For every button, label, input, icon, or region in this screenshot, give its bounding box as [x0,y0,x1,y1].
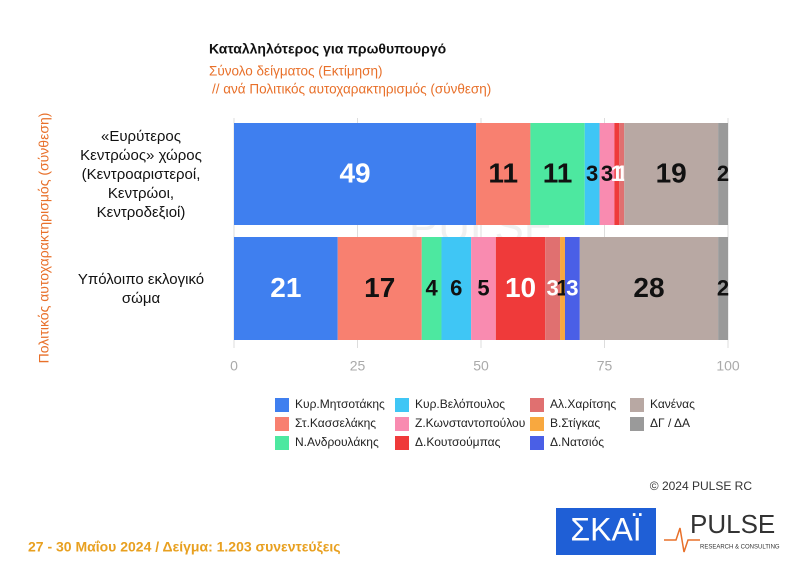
bar-segment [476,123,531,225]
bar-segment [495,237,546,340]
data-label: 49 [339,157,370,188]
data-label: 2 [717,275,729,300]
legend-label: Κανένας [650,397,695,411]
footer: 27 - 30 Μαΐου 2024 / Δείγμα: 1.203 συνεν… [28,539,341,555]
bar-segment [599,123,615,225]
logo-box [556,508,656,555]
legend-swatch [275,398,289,412]
legend-swatch [275,417,289,431]
bar-segment [624,123,719,225]
bar-segment [619,123,625,225]
category-label: «Ευρύτερος Κεντρώος» χώρος (Κεντροαριστε… [80,127,202,221]
data-label: 3 [601,161,613,186]
legend-swatch [275,436,289,450]
data-label: 19 [656,157,687,188]
data-label: 21 [270,272,301,303]
bar-segment [545,237,561,340]
legend-label: Αλ.Χαρίτσης [550,397,616,411]
legend-swatch [630,417,644,431]
data-label: 28 [633,272,664,303]
legend-label: Ζ.Κωνσταντοπούλου [415,416,525,430]
x-tick-label: 25 [350,358,366,374]
legend-label: Δ.Νατσιός [550,435,604,449]
bar-segment [337,237,422,340]
legend-label: Στ.Κασσελάκης [295,416,376,430]
x-tick-label: 100 [716,358,740,374]
legend-label: Β.Στίγκας [550,416,600,430]
data-label: 3 [566,275,578,300]
data-label: 3 [586,161,598,186]
category-label: Υπόλοιπο εκλογικό σώμα [77,270,205,307]
bar-segment [471,237,496,340]
legend-label: Ν.Ανδρουλάκης [295,435,379,449]
bar-segment [564,237,580,340]
data-label: 17 [364,272,395,303]
legend-swatch [395,398,409,412]
legend-label: Κυρ.Μητσοτάκης [295,397,385,411]
legend-swatch [530,417,544,431]
bar-segment [718,237,728,340]
bar-segment [234,123,477,225]
bar-segment [421,237,442,340]
data-label: 3 [547,275,559,300]
legend-label: Κυρ.Βελόπουλος [415,397,505,411]
data-label: 5 [477,275,489,300]
logo-skai: ΣΚΑΪ [570,511,641,547]
data-label: 4 [425,275,438,300]
bar-segment [718,123,728,225]
logo-pulse: PULSE [690,509,775,539]
legend-label: Δ.Κουτσούμπας [415,435,501,449]
data-label: 6 [450,275,462,300]
x-tick-label: 50 [473,358,489,374]
bar-segment [614,123,620,225]
legend-swatch [395,417,409,431]
copyright: © 2024 PULSE RC [650,479,753,493]
bar-segment [234,237,338,340]
legend-swatch [630,398,644,412]
bar-segment [584,123,600,225]
data-label: 11 [488,157,518,188]
legend-swatch [395,436,409,450]
data-label: 10 [505,272,536,303]
y-axis-label: Πολιτικός αυτοχαρακτηρισμός (σύνθεση) [36,113,52,364]
legend-swatch [530,436,544,450]
data-label: 11 [543,157,573,188]
x-tick-label: 0 [230,358,238,374]
chart-title: Καταλληλότερος για πρωθυπουργό [209,41,446,57]
data-label: 2 [717,161,729,186]
bar-segment [530,123,585,225]
subtitle: // ανά Πολιτικός αυτοχαρακτηρισμός (σύνθ… [212,82,491,97]
x-tick-label: 75 [597,358,613,374]
bar-segment [560,237,565,340]
bar-segment [579,237,719,340]
legend-label: ΔΓ / ΔΑ [650,416,690,430]
subtitle: Σύνολο δείγματος (Εκτίμηση) [209,64,383,79]
logo-sub: RESEARCH & CONSULTING [700,545,780,551]
legend-swatch [530,398,544,412]
bar-segment [441,237,472,340]
logo-pulse-line [664,527,700,553]
